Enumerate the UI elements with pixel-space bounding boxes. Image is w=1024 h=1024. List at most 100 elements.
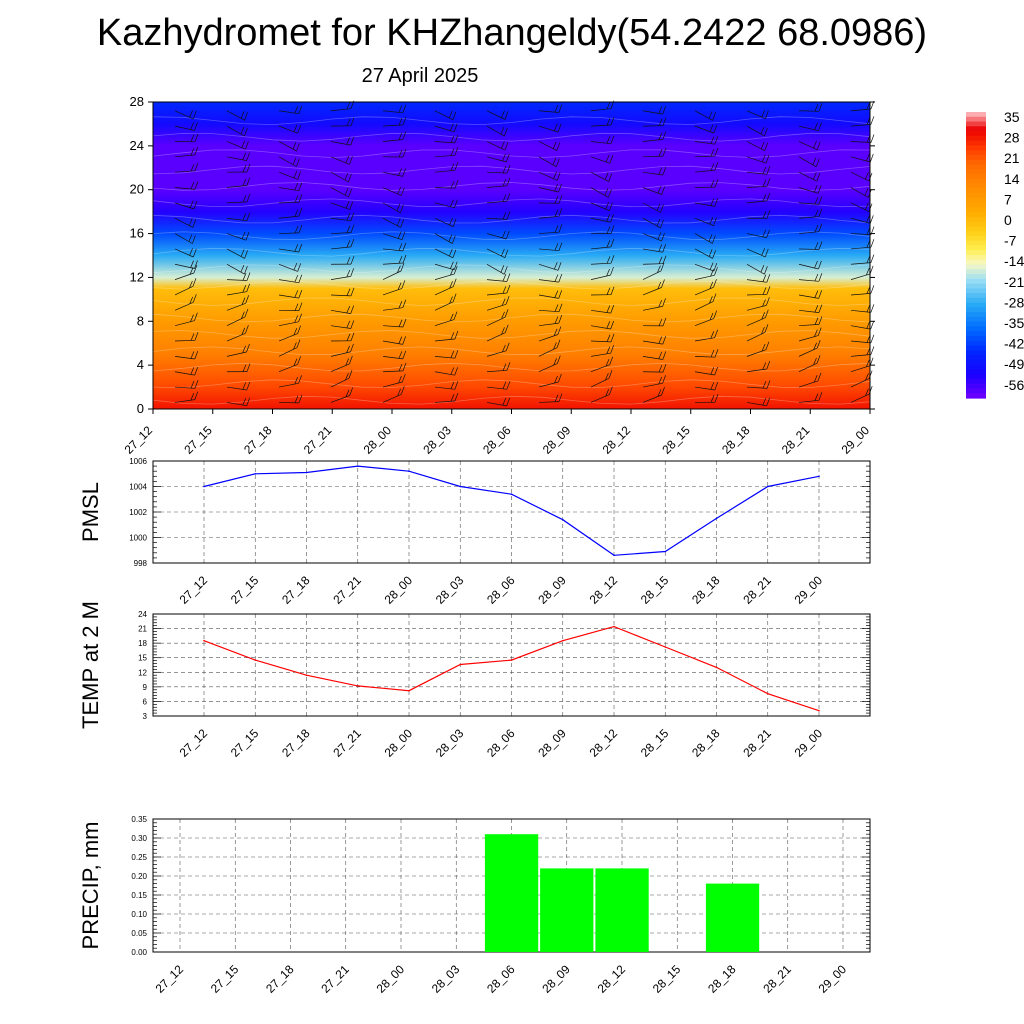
wind-barb bbox=[174, 285, 194, 296]
wind-barb-flag bbox=[870, 285, 875, 294]
colorbar-swatch bbox=[966, 369, 986, 375]
wind-barb-flag bbox=[710, 136, 715, 144]
wind-barb-flag bbox=[500, 126, 505, 135]
wind-barb bbox=[174, 170, 196, 173]
wind-barb-flag bbox=[350, 136, 355, 146]
wind-barb bbox=[278, 364, 298, 373]
wind-barb-flag bbox=[240, 126, 245, 135]
wind-barb-flag bbox=[761, 312, 766, 320]
wind-barb-flag bbox=[760, 141, 765, 150]
colorbar-swatch bbox=[966, 240, 986, 247]
wind-barb bbox=[486, 316, 506, 326]
wind-barb-flag bbox=[714, 136, 719, 145]
wind-barb-flag bbox=[294, 209, 299, 217]
wind-barb bbox=[278, 215, 299, 219]
y-tick-label: 4 bbox=[137, 357, 144, 372]
wind-barb-flag bbox=[246, 283, 251, 292]
wind-barb-flag bbox=[610, 213, 614, 223]
colorbar-swatch bbox=[966, 269, 986, 275]
wind-barb-flag bbox=[766, 360, 771, 370]
pmsl-point bbox=[203, 485, 205, 488]
wind-barb bbox=[538, 363, 558, 373]
wind-barb bbox=[226, 402, 247, 407]
wind-barb-flag bbox=[245, 232, 250, 241]
y-tick-label: 9 bbox=[143, 683, 148, 692]
wind-barb-flag bbox=[658, 376, 663, 385]
colorbar-label: -14 bbox=[1004, 253, 1024, 269]
wind-barb-flag bbox=[294, 182, 299, 191]
colorbar-swatch bbox=[966, 264, 986, 270]
colorbar-swatch bbox=[966, 345, 986, 351]
wind-barb bbox=[538, 171, 558, 181]
wind-barb-flag bbox=[454, 162, 459, 171]
wind-barb-flag bbox=[660, 204, 664, 213]
wind-barb bbox=[330, 156, 350, 165]
colorbar-swatch bbox=[966, 307, 986, 313]
y-tick-label: 0.30 bbox=[131, 834, 147, 843]
wind-barb-flag bbox=[556, 142, 561, 151]
wind-barb-flag bbox=[246, 363, 251, 372]
wind-barb-flag bbox=[606, 321, 611, 329]
colorbar-swatch bbox=[966, 112, 986, 118]
wind-barb-flag bbox=[816, 173, 821, 182]
wind-barb-flag bbox=[348, 188, 352, 198]
wind-barb-flag bbox=[504, 141, 509, 151]
wind-barb-flag bbox=[192, 278, 197, 287]
wind-barb-flag bbox=[610, 320, 615, 330]
wind-barb-flag bbox=[504, 111, 509, 120]
wind-barb-flag bbox=[242, 164, 247, 173]
wind-barb bbox=[486, 369, 508, 373]
wind-barb-flag bbox=[350, 305, 355, 314]
wind-barb-flag bbox=[194, 146, 199, 156]
wind-barb-flag bbox=[294, 106, 299, 114]
x-tick-label: 27_12 bbox=[177, 726, 211, 760]
wind-barb-flag bbox=[814, 273, 819, 282]
wind-barb-flag bbox=[241, 140, 246, 148]
wind-barb bbox=[694, 141, 715, 145]
wind-barb-flag bbox=[817, 372, 822, 382]
wind-barb-flag bbox=[815, 158, 820, 167]
wind-barb-flag bbox=[293, 358, 298, 366]
colorbar-swatch bbox=[966, 135, 986, 142]
wind-barb-flag bbox=[292, 142, 297, 150]
x-tick-label: 27_18 bbox=[279, 726, 313, 760]
wind-barb bbox=[746, 233, 767, 239]
wind-barb bbox=[486, 402, 507, 407]
temp-point bbox=[408, 689, 410, 692]
wind-barb-flag bbox=[402, 299, 407, 308]
x-tick-label: 28_12 bbox=[587, 726, 621, 760]
wind-barb-flag bbox=[710, 163, 715, 171]
wind-barb bbox=[226, 302, 246, 311]
colorbar-swatch bbox=[966, 336, 986, 342]
wind-barb-flag bbox=[450, 261, 454, 269]
wind-barb-flag bbox=[294, 315, 299, 323]
wind-barb-flag bbox=[658, 256, 663, 264]
wind-barb-flag bbox=[397, 282, 402, 290]
wind-barb bbox=[694, 274, 715, 280]
wind-barb-flag bbox=[190, 122, 194, 130]
wind-barb-flag bbox=[246, 381, 251, 391]
wind-barb-flag bbox=[450, 381, 455, 389]
wind-barb bbox=[798, 399, 819, 403]
wind-barb bbox=[694, 386, 715, 391]
wind-barb bbox=[694, 337, 715, 342]
wind-barb-flag bbox=[346, 333, 351, 341]
contour-line bbox=[152, 132, 871, 142]
wind-barb bbox=[486, 279, 507, 282]
wind-barb bbox=[746, 402, 767, 407]
colorbar-swatch bbox=[966, 388, 986, 394]
wind-barb-flag bbox=[449, 123, 454, 131]
x-tick-label: 28_09 bbox=[539, 962, 573, 996]
wind-barb-flag bbox=[661, 186, 666, 195]
wind-barb bbox=[694, 248, 713, 259]
colorbar-swatch bbox=[966, 235, 986, 242]
wind-barb-flag bbox=[242, 152, 247, 160]
wind-barb-flag bbox=[398, 168, 402, 176]
x-tick-label: 28_00 bbox=[382, 573, 416, 607]
wind-barb-flag bbox=[816, 355, 821, 364]
wind-barb bbox=[850, 156, 871, 163]
wind-barb bbox=[850, 187, 869, 198]
wind-barbs bbox=[174, 100, 875, 407]
wind-barb bbox=[226, 217, 247, 222]
wind-barb-flag bbox=[814, 317, 819, 325]
